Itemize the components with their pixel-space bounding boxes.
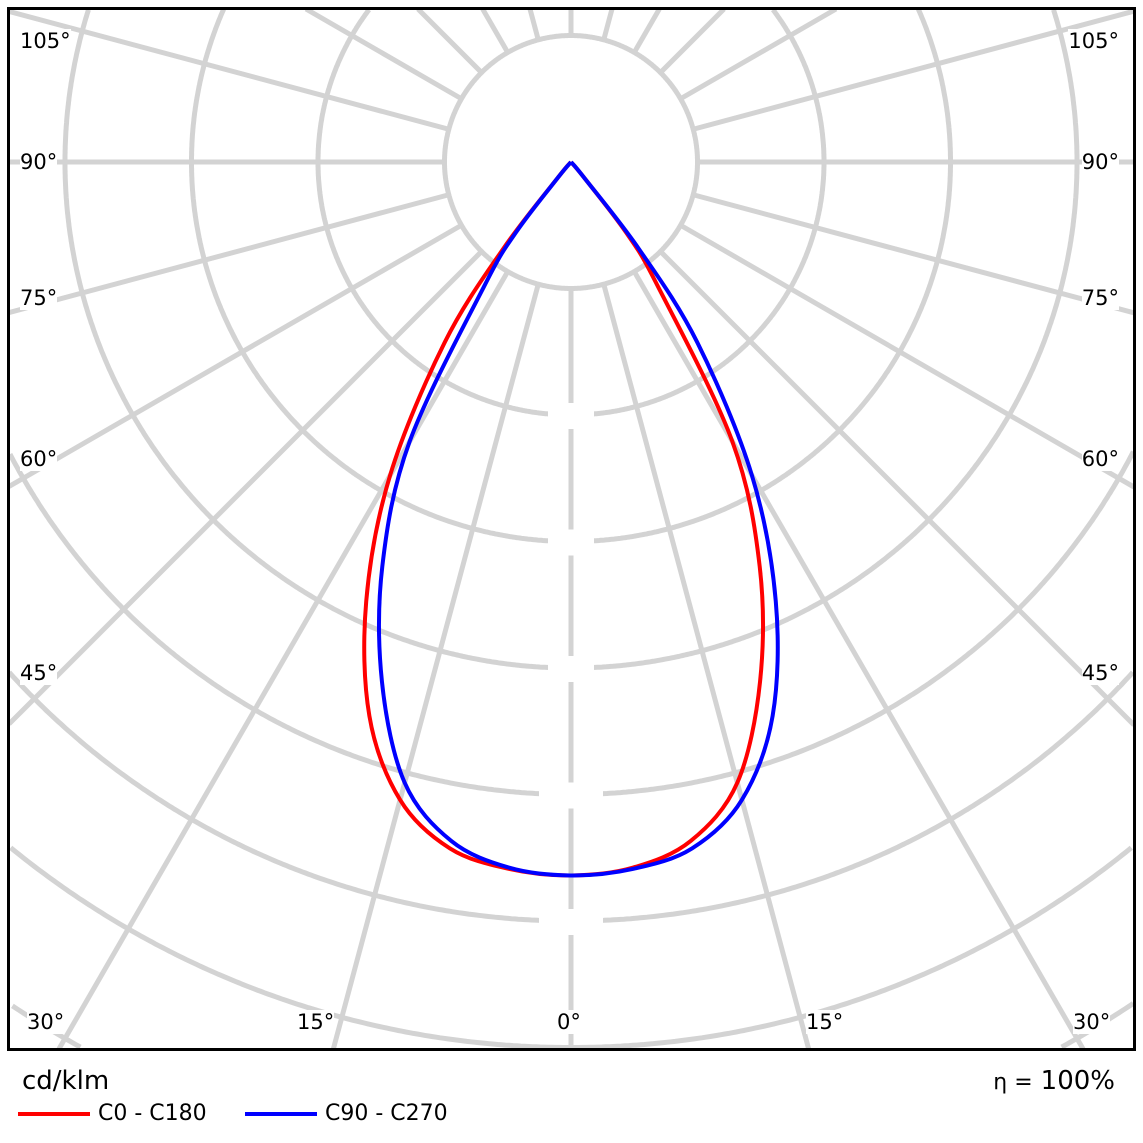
grid-spoke bbox=[679, 9, 838, 101]
angle-label-right-90: 90° bbox=[1081, 150, 1119, 174]
grid-spoke bbox=[9, 249, 484, 726]
polar-grid bbox=[9, 9, 1134, 1049]
angle-label-left-45: 45° bbox=[20, 661, 58, 685]
grid-spoke bbox=[330, 283, 541, 1049]
efficiency-value: 100% bbox=[1040, 1066, 1115, 1096]
radial-label-patch bbox=[548, 403, 594, 429]
grid-ring bbox=[9, 845, 1133, 1049]
angle-label-left-90: 90° bbox=[20, 150, 58, 174]
legend-item-c90-c270: C90 - C270 bbox=[245, 1101, 448, 1127]
angle-label-bottom-0: 0° bbox=[557, 1010, 581, 1034]
grid-spoke bbox=[601, 283, 812, 1049]
angle-label-left-60: 60° bbox=[20, 447, 58, 471]
intensity-curves bbox=[362, 160, 780, 878]
legend-swatch-red bbox=[18, 1112, 90, 1116]
curve-c90-c270 bbox=[376, 160, 780, 878]
grid-spoke bbox=[601, 9, 615, 41]
grid-spoke bbox=[56, 270, 510, 1049]
grid-spoke bbox=[632, 270, 1086, 1049]
legend-label: C90 - C270 bbox=[325, 1101, 448, 1126]
angle-label-right-105: 105° bbox=[1068, 29, 1119, 53]
grid-spoke bbox=[679, 223, 1134, 490]
grid-spoke bbox=[480, 9, 510, 54]
radial-label-patch bbox=[539, 782, 603, 809]
efficiency-label: η = 100% bbox=[993, 1066, 1115, 1098]
grid-ring bbox=[442, 33, 700, 291]
grid-spoke bbox=[658, 249, 1134, 727]
grid-spoke bbox=[416, 9, 484, 75]
legend-label: C0 - C180 bbox=[98, 1101, 207, 1126]
angle-label-bottom-15-right: 15° bbox=[806, 1010, 844, 1034]
chart-frame bbox=[7, 7, 1136, 1051]
grid-spoke bbox=[9, 223, 463, 489]
radial-label-patch bbox=[548, 656, 594, 682]
angle-label-right-60: 60° bbox=[1081, 447, 1119, 471]
angle-label-left-105: 105° bbox=[20, 29, 71, 53]
grid-spoke bbox=[304, 9, 463, 101]
grid-spoke bbox=[658, 9, 726, 75]
radial-label-patch bbox=[539, 909, 603, 935]
legend-item-c0-c180: C0 - C180 bbox=[18, 1101, 207, 1127]
eta-symbol: η = bbox=[993, 1070, 1033, 1095]
unit-label: cd/klm bbox=[22, 1066, 110, 1096]
angle-label-bottom-30-right: 30° bbox=[1073, 1010, 1111, 1034]
radial-label-patch bbox=[548, 529, 594, 556]
angle-label-right-75: 75° bbox=[1081, 286, 1119, 310]
angle-label-bottom-15-left: 15° bbox=[297, 1010, 335, 1034]
legend-swatch-blue bbox=[245, 1112, 317, 1116]
angle-label-left-75: 75° bbox=[20, 286, 58, 310]
grid-spoke bbox=[527, 9, 541, 41]
grid-spoke bbox=[632, 9, 662, 54]
angle-label-bottom-30-left: 30° bbox=[27, 1010, 65, 1034]
angle-label-right-45: 45° bbox=[1081, 661, 1119, 685]
